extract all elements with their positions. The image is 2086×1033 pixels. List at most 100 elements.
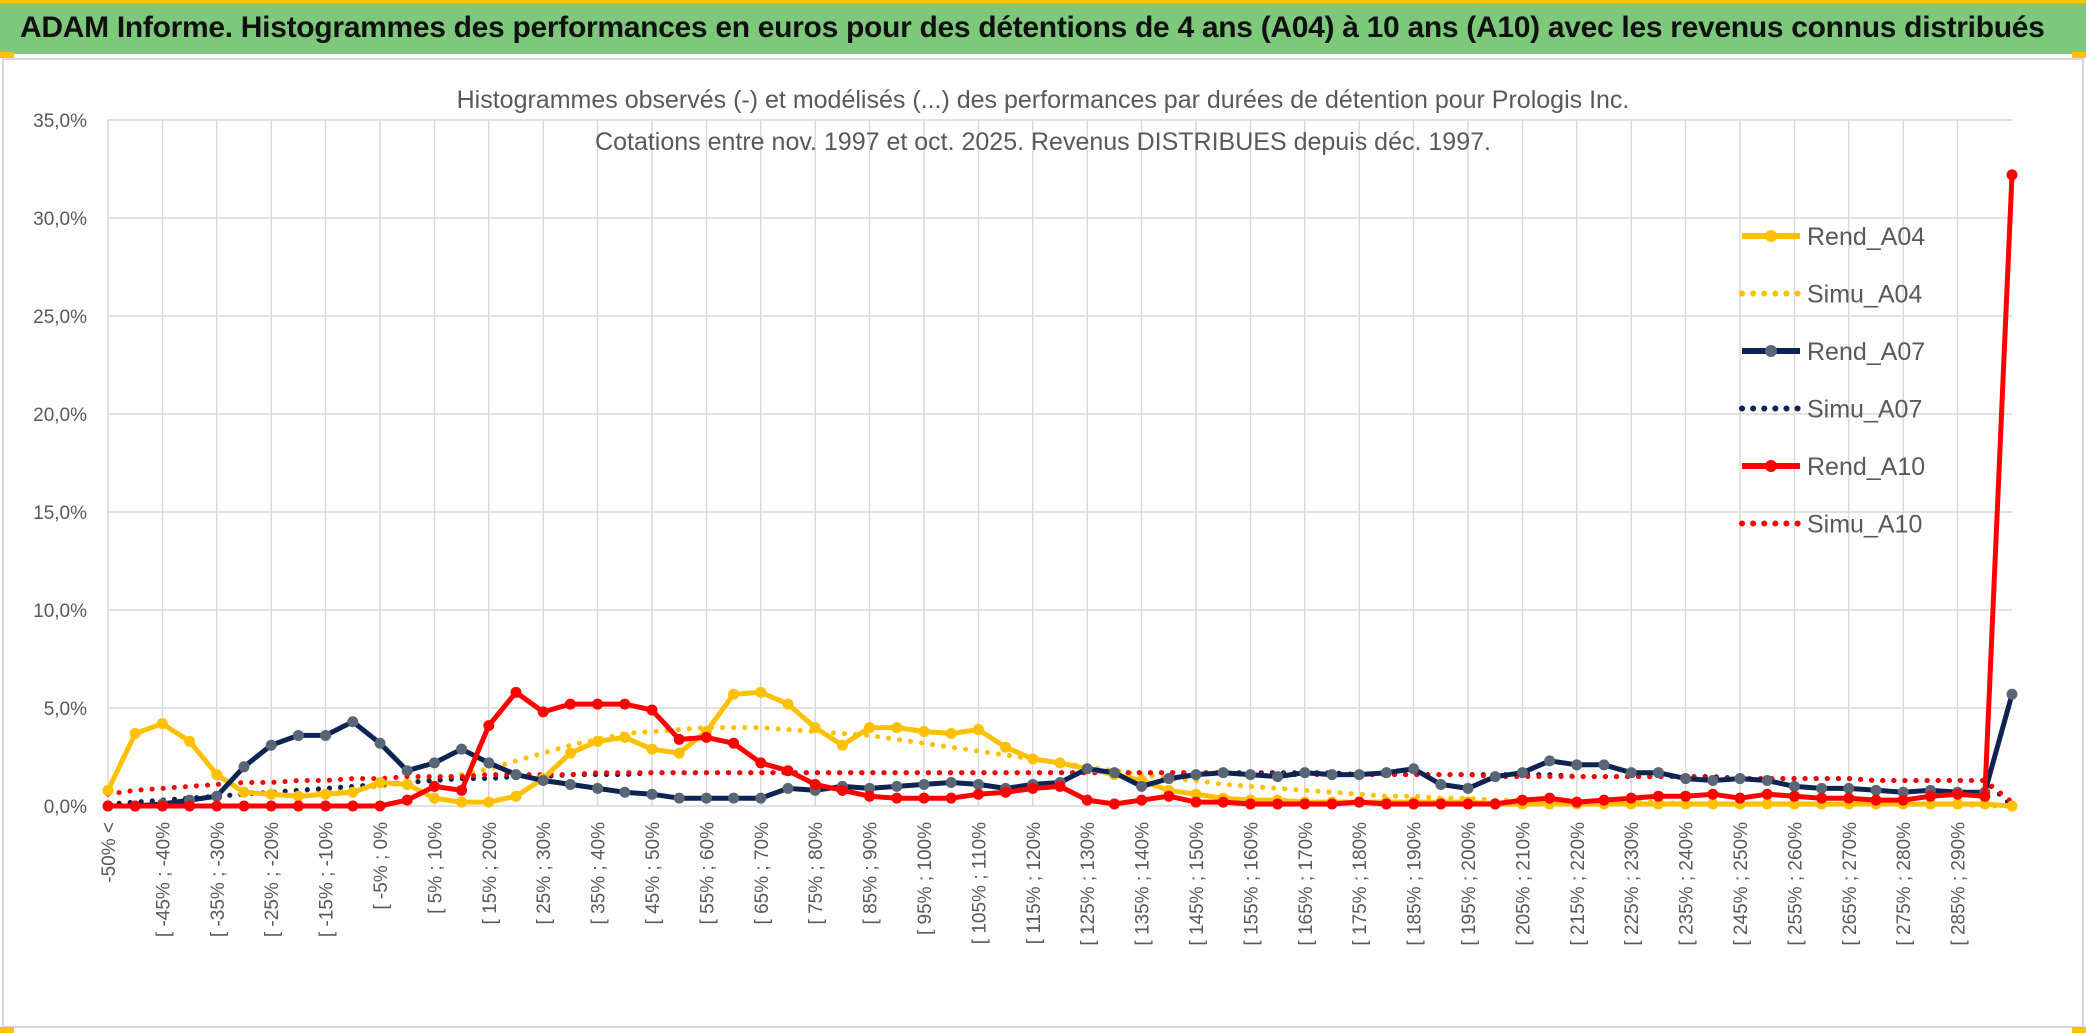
y-tick-label: 25,0% <box>33 307 87 328</box>
data-point <box>129 727 141 739</box>
data-point <box>728 792 740 804</box>
data-point <box>864 722 876 734</box>
data-point <box>1136 780 1148 792</box>
data-point <box>972 778 984 790</box>
data-point <box>2006 688 2018 700</box>
data-point <box>1924 790 1936 802</box>
data-point <box>646 704 658 716</box>
data-point <box>374 776 386 788</box>
data-point <box>1625 792 1637 804</box>
series-rend-a04 <box>102 686 2018 812</box>
x-tick-label: [ -35% ; -30% <box>208 822 229 937</box>
data-point <box>1761 775 1773 787</box>
data-point <box>1680 773 1692 785</box>
data-point <box>510 686 522 698</box>
legend-item: Simu_A04 <box>1739 281 1922 309</box>
x-tick-label: [ 245% ; 250% <box>1731 822 1752 946</box>
x-tick-label: [ 75% ; 80% <box>806 822 827 925</box>
data-point <box>1326 798 1338 810</box>
data-point <box>782 698 794 710</box>
x-tick-label: [ 155% ; 160% <box>1241 822 1262 946</box>
x-tick-label: [ 125% ; 130% <box>1078 822 1099 946</box>
data-point <box>1108 767 1120 779</box>
data-point <box>782 765 794 777</box>
data-point <box>1598 794 1610 806</box>
data-point <box>700 792 712 804</box>
chart-subtitle: Cotations entre nov. 1997 et oct. 2025. … <box>595 128 1491 156</box>
data-point <box>401 765 413 777</box>
data-point <box>102 800 114 812</box>
x-tick-label: [ 285% ; 290% <box>1949 822 1970 946</box>
data-point <box>1707 788 1719 800</box>
x-tick-label: [ 175% ; 180% <box>1350 822 1371 946</box>
data-point <box>619 786 631 798</box>
data-point <box>809 722 821 734</box>
data-point <box>1952 798 1964 810</box>
data-point <box>401 778 413 790</box>
data-point <box>428 792 440 804</box>
data-point <box>891 722 903 734</box>
data-point <box>1516 794 1528 806</box>
data-point <box>1435 778 1447 790</box>
legend-item: Simu_A10 <box>1739 511 1922 539</box>
data-point <box>456 743 468 755</box>
x-tick-label: [ 45% ; 50% <box>643 822 664 925</box>
data-point <box>619 698 631 710</box>
data-point <box>1353 769 1365 781</box>
data-point <box>592 698 604 710</box>
x-tick-label: [ 215% ; 220% <box>1568 822 1589 946</box>
data-point <box>347 800 359 812</box>
data-point <box>1244 798 1256 810</box>
x-tick-label: [ 35% ; 40% <box>589 822 610 925</box>
data-point <box>972 724 984 736</box>
x-tick-label: [ 225% ; 230% <box>1622 822 1643 946</box>
y-tick-label: 20,0% <box>33 405 87 426</box>
data-point <box>592 735 604 747</box>
data-point <box>1462 782 1474 794</box>
x-tick-label: [ 195% ; 200% <box>1459 822 1480 946</box>
data-point <box>945 727 957 739</box>
data-point <box>1408 798 1420 810</box>
x-tick-label: [ 85% ; 90% <box>861 822 882 925</box>
data-point <box>1788 790 1800 802</box>
data-point <box>836 739 848 751</box>
corner-mark-top-right <box>2072 52 2086 58</box>
data-point <box>1081 794 1093 806</box>
data-point <box>1816 782 1828 794</box>
data-point <box>456 796 468 808</box>
data-point <box>700 731 712 743</box>
legend-label: Rend_A10 <box>1807 453 1925 481</box>
data-point <box>1000 741 1012 753</box>
data-point <box>1843 792 1855 804</box>
data-point <box>537 775 549 787</box>
data-point <box>646 743 658 755</box>
x-tick-label: -50% < <box>99 822 120 883</box>
data-point <box>1272 771 1284 783</box>
data-point <box>564 747 576 759</box>
data-point <box>102 784 114 796</box>
data-point <box>320 729 332 741</box>
data-point <box>2006 169 2018 181</box>
data-point <box>619 731 631 743</box>
data-point <box>1190 796 1202 808</box>
x-tick-label: [ 135% ; 140% <box>1133 822 1154 946</box>
legend-item: Rend_A07 <box>1742 338 1925 366</box>
data-point <box>782 782 794 794</box>
x-tick-label: [ 105% ; 110% <box>969 822 990 944</box>
legend-marker <box>1765 230 1777 242</box>
data-point <box>1326 769 1338 781</box>
data-point <box>1870 784 1882 796</box>
data-point <box>945 792 957 804</box>
data-point <box>728 688 740 700</box>
data-point <box>1979 790 1991 802</box>
data-point <box>1489 771 1501 783</box>
data-point <box>211 769 223 781</box>
data-point <box>265 788 277 800</box>
data-point <box>428 757 440 769</box>
data-point <box>1707 798 1719 810</box>
data-point <box>1625 767 1637 779</box>
corner-mark-top-left <box>0 52 14 58</box>
legend-label: Rend_A04 <box>1807 223 1925 251</box>
data-point <box>456 784 468 796</box>
